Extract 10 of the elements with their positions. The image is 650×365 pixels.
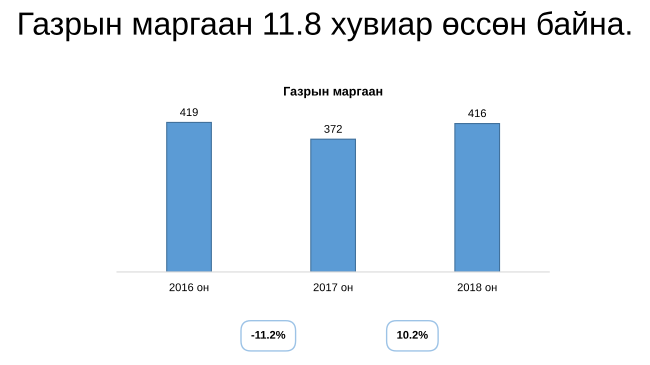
x-tick-label: 2018 он xyxy=(458,283,496,292)
chart-subtitle: Газрын маргаан xyxy=(284,86,382,98)
data-label: 419 xyxy=(180,108,198,116)
text: -11.2% xyxy=(251,330,286,339)
data-label: 372 xyxy=(324,124,342,133)
chart-title: Газрын маргаан 11.8 хувиар өссөн байна. xyxy=(19,10,630,42)
x-tick-label: 2017 он xyxy=(314,283,352,292)
x-tick-label: 2016 он xyxy=(170,283,208,292)
text: 10.2% xyxy=(397,330,428,339)
data-label: 416 xyxy=(468,109,486,118)
